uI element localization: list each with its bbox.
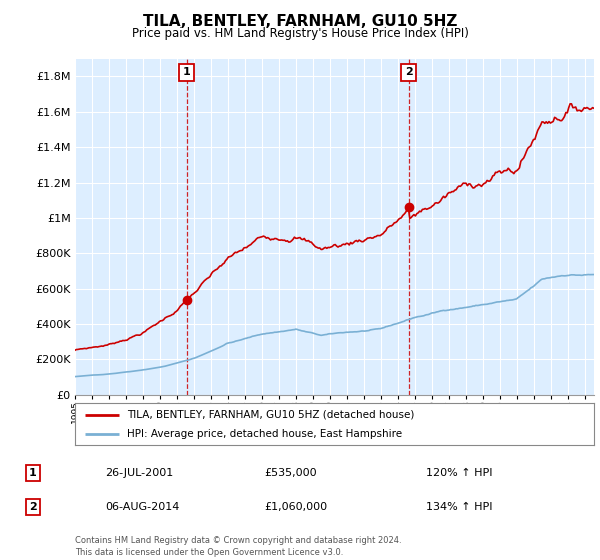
Text: 1: 1 — [29, 468, 37, 478]
Text: 26-JUL-2001: 26-JUL-2001 — [105, 468, 173, 478]
Text: £535,000: £535,000 — [264, 468, 317, 478]
Text: HPI: Average price, detached house, East Hampshire: HPI: Average price, detached house, East… — [127, 429, 402, 439]
Text: TILA, BENTLEY, FARNHAM, GU10 5HZ (detached house): TILA, BENTLEY, FARNHAM, GU10 5HZ (detach… — [127, 410, 414, 420]
Text: 1: 1 — [183, 67, 191, 77]
Text: 134% ↑ HPI: 134% ↑ HPI — [426, 502, 493, 512]
Text: 2: 2 — [404, 67, 412, 77]
Text: Price paid vs. HM Land Registry's House Price Index (HPI): Price paid vs. HM Land Registry's House … — [131, 27, 469, 40]
Text: TILA, BENTLEY, FARNHAM, GU10 5HZ: TILA, BENTLEY, FARNHAM, GU10 5HZ — [143, 14, 457, 29]
Text: 120% ↑ HPI: 120% ↑ HPI — [426, 468, 493, 478]
Text: Contains HM Land Registry data © Crown copyright and database right 2024.
This d: Contains HM Land Registry data © Crown c… — [75, 536, 401, 557]
Text: 06-AUG-2014: 06-AUG-2014 — [105, 502, 179, 512]
Text: £1,060,000: £1,060,000 — [264, 502, 327, 512]
Text: 2: 2 — [29, 502, 37, 512]
